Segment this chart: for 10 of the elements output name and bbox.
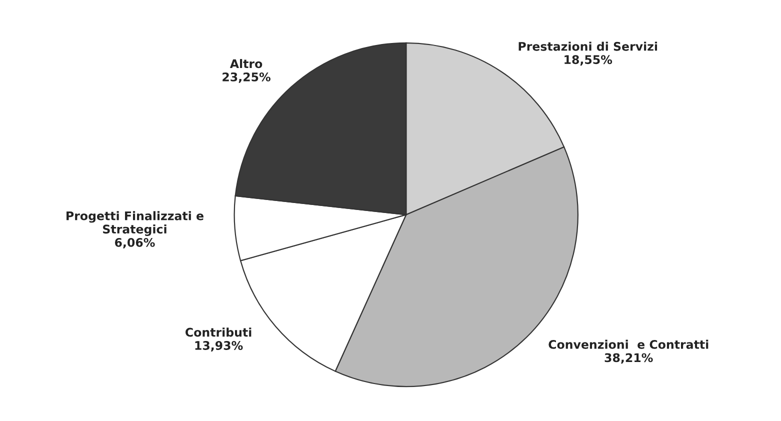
data-label: 13,93% bbox=[195, 341, 243, 352]
slice-label: Convenzioni e Contratti bbox=[548, 340, 708, 349]
data-label: 23,25% bbox=[222, 72, 270, 83]
slice-label: Progetti Finalizzati e Strategici bbox=[66, 211, 204, 236]
data-label: 18,55% bbox=[564, 55, 612, 66]
data-label: 6,06% bbox=[114, 238, 155, 248]
data-label: 38,21% bbox=[604, 353, 653, 364]
slice-label: Contributi bbox=[186, 328, 252, 337]
slice-label: Altro bbox=[230, 59, 262, 68]
slice-label: Prestazioni di Servizi bbox=[518, 42, 658, 51]
